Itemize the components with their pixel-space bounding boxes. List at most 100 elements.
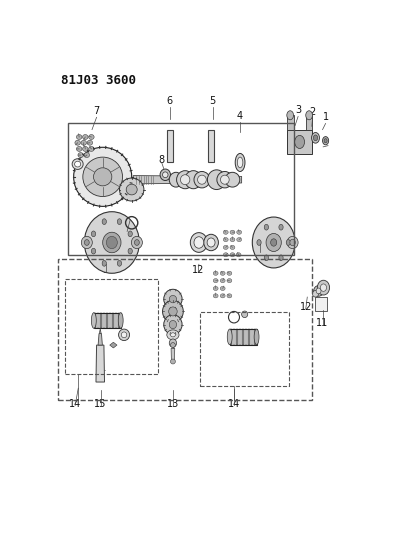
Ellipse shape: [220, 294, 225, 298]
Ellipse shape: [257, 240, 261, 245]
Ellipse shape: [177, 171, 194, 189]
Text: 81J03 3600: 81J03 3600: [61, 74, 136, 87]
Ellipse shape: [81, 236, 92, 249]
Ellipse shape: [75, 140, 80, 145]
Ellipse shape: [128, 231, 132, 237]
Bar: [201, 312, 289, 386]
Ellipse shape: [169, 339, 177, 347]
Ellipse shape: [118, 313, 123, 328]
Bar: [94, 313, 121, 328]
Ellipse shape: [169, 320, 177, 329]
Ellipse shape: [74, 161, 81, 167]
Ellipse shape: [81, 140, 87, 145]
Bar: [247, 329, 250, 345]
Ellipse shape: [237, 157, 243, 168]
Ellipse shape: [83, 157, 123, 197]
Ellipse shape: [323, 136, 329, 145]
Ellipse shape: [169, 295, 177, 303]
Bar: [58, 259, 312, 400]
Text: 8: 8: [158, 156, 165, 165]
Ellipse shape: [171, 359, 175, 364]
Bar: [251, 329, 253, 345]
Text: 11: 11: [316, 318, 329, 327]
Bar: [167, 130, 173, 163]
Polygon shape: [96, 345, 104, 382]
Text: 14: 14: [228, 399, 240, 409]
Ellipse shape: [287, 236, 298, 249]
Ellipse shape: [266, 233, 281, 252]
Bar: [97, 313, 99, 328]
Ellipse shape: [313, 135, 318, 141]
Text: 3: 3: [295, 105, 301, 115]
Ellipse shape: [227, 271, 232, 276]
Ellipse shape: [237, 230, 242, 235]
Text: 12: 12: [192, 265, 204, 276]
Ellipse shape: [163, 301, 183, 322]
Ellipse shape: [119, 178, 144, 201]
Text: 4: 4: [237, 110, 243, 120]
Ellipse shape: [230, 238, 235, 241]
Ellipse shape: [84, 212, 139, 273]
Ellipse shape: [194, 237, 204, 248]
Ellipse shape: [131, 236, 142, 249]
Ellipse shape: [180, 175, 190, 184]
Polygon shape: [171, 349, 175, 361]
Ellipse shape: [220, 279, 225, 282]
Ellipse shape: [213, 286, 218, 290]
Ellipse shape: [78, 152, 84, 158]
Ellipse shape: [290, 239, 296, 246]
Bar: [94, 313, 97, 328]
Ellipse shape: [264, 255, 268, 261]
Ellipse shape: [171, 343, 175, 348]
Bar: [118, 313, 120, 328]
Text: 12: 12: [299, 302, 312, 312]
Ellipse shape: [117, 219, 122, 224]
Text: 12: 12: [121, 224, 133, 234]
Ellipse shape: [207, 238, 215, 247]
Text: 2: 2: [309, 107, 316, 117]
Ellipse shape: [320, 284, 327, 292]
Ellipse shape: [91, 313, 96, 328]
Ellipse shape: [167, 330, 179, 340]
Ellipse shape: [317, 280, 329, 295]
Ellipse shape: [119, 329, 130, 341]
Text: 7: 7: [93, 107, 100, 117]
Ellipse shape: [227, 329, 232, 345]
Bar: [230, 329, 232, 345]
Ellipse shape: [76, 147, 82, 151]
Ellipse shape: [227, 279, 232, 282]
Bar: [65, 279, 158, 374]
Ellipse shape: [213, 294, 218, 298]
Ellipse shape: [74, 147, 132, 206]
Bar: [242, 329, 244, 345]
Polygon shape: [287, 130, 312, 154]
Ellipse shape: [164, 289, 182, 309]
Bar: [103, 313, 105, 328]
Ellipse shape: [306, 111, 312, 120]
Bar: [239, 329, 241, 345]
Polygon shape: [287, 115, 294, 130]
Ellipse shape: [217, 172, 233, 188]
Text: 15: 15: [94, 399, 107, 409]
Ellipse shape: [102, 219, 106, 224]
Ellipse shape: [286, 240, 290, 245]
Bar: [230, 329, 256, 345]
Bar: [112, 313, 114, 328]
Ellipse shape: [230, 253, 235, 257]
Ellipse shape: [271, 239, 277, 246]
Ellipse shape: [91, 231, 96, 237]
Polygon shape: [133, 175, 242, 184]
Ellipse shape: [102, 261, 106, 266]
Ellipse shape: [84, 240, 89, 245]
Ellipse shape: [126, 184, 137, 195]
Ellipse shape: [164, 314, 182, 334]
Ellipse shape: [204, 235, 218, 251]
Ellipse shape: [163, 172, 168, 177]
Ellipse shape: [213, 271, 218, 276]
Text: 1: 1: [323, 112, 329, 122]
Text: 10: 10: [254, 245, 266, 254]
Ellipse shape: [230, 245, 235, 249]
Bar: [109, 313, 111, 328]
Ellipse shape: [235, 154, 245, 172]
Ellipse shape: [312, 133, 320, 143]
